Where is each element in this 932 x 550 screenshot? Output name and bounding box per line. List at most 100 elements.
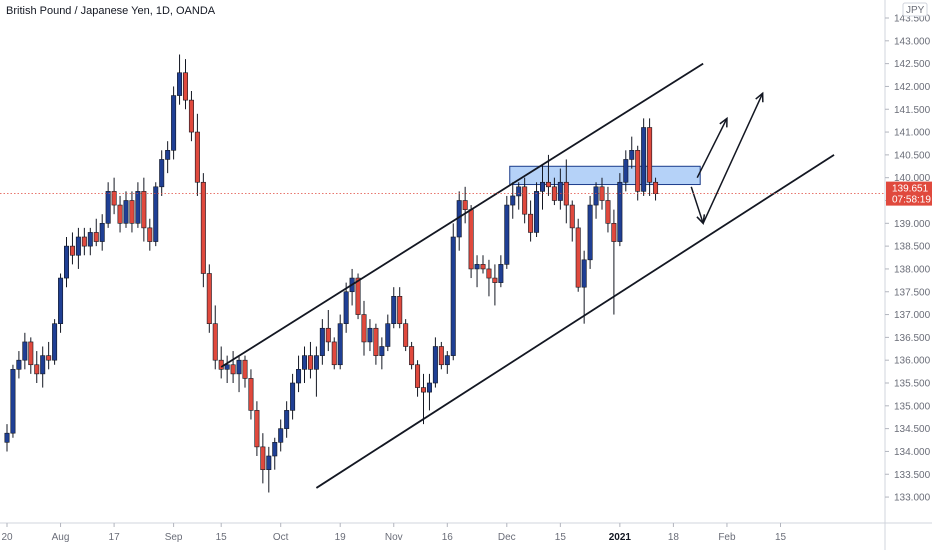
time-tick-label: Aug [52, 532, 70, 543]
trend-drawings [220, 62, 835, 489]
candle-bearish [420, 387, 426, 393]
time-tick-label: 17 [109, 532, 121, 543]
candle-bullish [284, 410, 290, 429]
candle-bullish [367, 327, 373, 343]
candle-bullish [379, 346, 385, 356]
candle-bearish [81, 236, 87, 247]
price-tick-label: 135.000 [894, 401, 931, 412]
candle-bullish [516, 186, 522, 197]
candle-bullish [391, 296, 397, 324]
time-tick-label: 16 [442, 532, 454, 543]
candle-bearish [438, 346, 444, 366]
candles [4, 54, 659, 493]
time-tick-label: 15 [216, 532, 228, 543]
candle-bearish [183, 72, 189, 101]
candle-bullish [444, 355, 450, 366]
candle-bullish [301, 355, 307, 370]
candle-bullish [4, 432, 10, 443]
symbol-title: British Pound / Japanese Yen, 1D, OANDA [6, 5, 216, 17]
time-tick-label: 15 [555, 532, 567, 543]
candle-bearish [206, 273, 212, 324]
time-tick-label: 15 [775, 532, 787, 543]
candle-bullish [52, 323, 58, 361]
time-tick-label: Feb [718, 532, 736, 543]
time-tick-label: 20 [1, 532, 13, 543]
candle-bullish [534, 191, 540, 233]
candle-bullish [135, 191, 141, 224]
candle-bearish [254, 410, 260, 448]
candle-bearish [528, 213, 534, 233]
projection-arrow [696, 118, 728, 179]
price-tick-label: 135.500 [894, 379, 931, 390]
candle-bearish [28, 341, 34, 366]
candle-bearish [397, 296, 403, 324]
candle-bearish [545, 181, 551, 188]
candle-bearish [188, 99, 194, 133]
price-tick-label: 134.000 [894, 447, 931, 458]
candle-bearish [522, 186, 528, 215]
price-tick-label: 137.500 [894, 287, 931, 298]
channel-lower-line [315, 154, 835, 489]
price-tick-label: 137.000 [894, 310, 931, 321]
candle-bullish [75, 236, 81, 256]
time-tick-label: 18 [668, 532, 680, 543]
candle-bullish [105, 191, 111, 224]
candle-bullish [99, 223, 105, 242]
candle-bullish [313, 355, 319, 370]
candle-bearish [373, 327, 379, 356]
candle-bearish [403, 323, 409, 347]
time-tick-label: 2021 [609, 532, 632, 543]
candle-bearish [569, 204, 575, 229]
candle-bullish [159, 159, 165, 188]
last-price-value: 139.651 [892, 184, 929, 195]
candle-bullish [153, 186, 159, 242]
price-tick-label: 133.000 [894, 493, 931, 504]
price-tick-label: 138.500 [894, 242, 931, 253]
candle-bullish [385, 323, 391, 347]
candle-bearish [635, 150, 641, 192]
time-axis[interactable]: 20 Aug 17 Sep 15 Oct 19 Nov 16 Dec 15 2021 18 Feb 15 [0, 522, 932, 543]
candle-bearish [200, 181, 206, 274]
price-tick-label: 142.500 [894, 59, 931, 70]
candle-bullish [296, 369, 302, 384]
candle-bearish [486, 268, 492, 279]
candle-bullish [617, 181, 623, 242]
price-tick-label: 140.500 [894, 150, 931, 161]
price-tick-label: 138.000 [894, 264, 931, 275]
candle-bullish [266, 455, 272, 470]
candle-bearish [69, 245, 75, 256]
candle-bullish [337, 323, 343, 366]
candle-bullish [272, 442, 278, 457]
candle-bearish [611, 223, 617, 242]
candle-bullish [587, 204, 593, 261]
candle-bearish [331, 341, 337, 366]
candle-bearish [117, 204, 123, 224]
candle-bearish [93, 232, 99, 242]
candle-bearish [129, 200, 135, 224]
candle-bullish [581, 259, 587, 288]
candle-bullish [58, 277, 64, 324]
price-tick-label: 133.500 [894, 470, 931, 481]
price-tick-label: 141.000 [894, 128, 931, 139]
price-tick-label: 139.000 [894, 219, 931, 230]
candle-bearish [462, 200, 468, 210]
candle-bullish [319, 327, 325, 356]
candle-bullish [16, 359, 22, 370]
price-axis[interactable]: 133.000 133.500 134.000 134.500 135.000 135.5… [884, 0, 931, 550]
candle-bearish [575, 227, 581, 288]
candle-bearish [355, 277, 361, 315]
price-tick-label: 143.000 [894, 36, 931, 47]
price-tick-label: 143.500 [894, 14, 931, 25]
candle-bearish [307, 355, 313, 370]
price-tick-label: 134.500 [894, 424, 931, 435]
price-tick-label: 140.000 [894, 173, 931, 184]
projection-arrow [702, 92, 764, 224]
candle-bullish [498, 264, 504, 283]
candle-bearish [409, 346, 415, 366]
candle-bearish [605, 200, 611, 224]
candle-bullish [450, 236, 456, 356]
price-tick-label: 142.000 [894, 82, 931, 93]
candle-bearish [212, 323, 218, 361]
candle-bullish [504, 204, 510, 265]
